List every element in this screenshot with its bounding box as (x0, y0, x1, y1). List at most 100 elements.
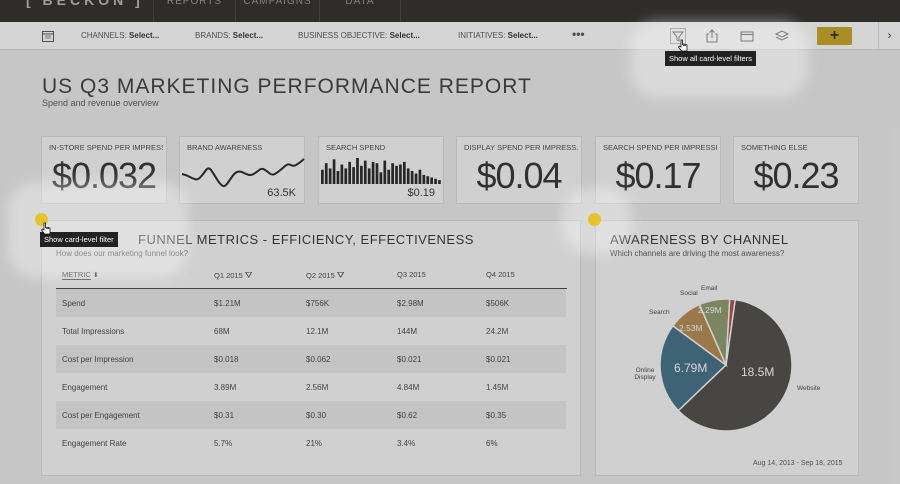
kpi-label: IN-STORE SPEND PER IMPRESS... (49, 143, 163, 152)
table-row: Spend $1.21M $756K $2.98M $506K (56, 289, 566, 317)
kpi-value: $0.23 (753, 155, 839, 196)
filter-business-objective[interactable]: BUSINESS OBJECTIVE: Select... (298, 31, 420, 40)
kpi-value: $0.17 (615, 155, 701, 196)
logo: [ BECKON ] (26, 0, 144, 8)
kpi-label: SEARCH SPEND (326, 143, 386, 152)
kpi-card-display-spend[interactable]: DISPLAY SPEND PER IMPRESS... $0.04 (456, 136, 582, 204)
spark-bar (422, 174, 426, 184)
metric-value-cell: 24.2M (486, 327, 509, 336)
chevron-right-icon[interactable]: › (878, 22, 900, 50)
pie-value-label: 2.53M (679, 323, 703, 333)
pie-label: Search (649, 309, 670, 316)
metric-name-cell: Engagement Rate (62, 439, 127, 448)
pie-value-label: 18.5M (741, 365, 775, 379)
metric-value-cell: $2.98M (397, 299, 424, 308)
spark-bar (387, 169, 391, 184)
filter-icon[interactable]: ⛛ (336, 270, 345, 280)
spark-bar (383, 160, 387, 184)
date-range: Aug 14, 2013 - Sep 18, 2015 (753, 460, 843, 467)
spark-bar (438, 180, 441, 184)
cursor-hand-icon (677, 39, 688, 52)
spark-bar (348, 161, 352, 184)
spark-bar (332, 159, 336, 184)
more-filters-button[interactable]: ••• (572, 27, 585, 41)
kpi-card-brand-awareness[interactable]: BRAND AWARENESS 63.5K (179, 136, 305, 204)
column-header-metric[interactable]: METRIC ⬍ (62, 270, 99, 280)
column-header-q1[interactable]: Q1 2015 ⛛ (214, 270, 253, 280)
spark-bar (336, 171, 340, 184)
table-row: Engagement Rate 5.7% 21% 3.4% 6% (56, 429, 566, 457)
pie-value-label: 6.79M (674, 361, 708, 375)
metric-name-cell: Cost per Engagement (62, 411, 140, 420)
nav-tab-campaigns[interactable]: CAMPAIGNS (235, 0, 319, 22)
filter-channels[interactable]: CHANNELS: Select... (81, 31, 160, 40)
metric-value-cell: 3.4% (397, 439, 416, 448)
spark-bar (402, 161, 406, 184)
spark-bar (406, 168, 410, 184)
spark-bar (379, 172, 383, 184)
kpi-value: 63.5K (267, 187, 296, 199)
filter-brands[interactable]: BRANDS: Select... (195, 31, 264, 40)
nav-tab-reports[interactable]: REPORTS (153, 0, 235, 22)
kpi-card-instore-spend[interactable]: IN-STORE SPEND PER IMPRESS... $0.032 (41, 136, 167, 204)
spark-bar (352, 167, 355, 184)
metric-value-cell: $0.018 (214, 355, 239, 364)
add-button[interactable]: + (817, 27, 852, 45)
kpi-label: BRAND AWARENESS (187, 143, 263, 152)
window-icon[interactable] (739, 28, 755, 44)
pie-slice-email[interactable] (725, 298, 737, 366)
top-nav: [ BECKON ] REPORTS CAMPAIGNS DATA (0, 0, 900, 22)
spark-bar (363, 160, 367, 184)
funnel-card-subtitle: How does our marketing funnel look? (56, 249, 189, 258)
table-row: Engagement 3.89M 2.56M 4.84M 1.45M (56, 373, 566, 401)
metric-value-cell: 68M (214, 327, 230, 336)
page-subtitle: Spend and revenue overview (42, 98, 159, 108)
spark-bar (399, 164, 402, 184)
share-icon[interactable] (704, 28, 720, 44)
column-header-q4[interactable]: Q4 2015 (486, 270, 515, 279)
metric-value-cell: $0.30 (306, 411, 327, 420)
card-filter-tooltip: Show card-level filter (40, 232, 118, 247)
sort-icon[interactable]: ⬍ (92, 272, 99, 279)
pie-slice-website[interactable] (677, 298, 793, 432)
awareness-card-subtitle: Which channels are driving the most awar… (610, 249, 785, 258)
metric-value-cell: $0.31 (214, 411, 235, 420)
spark-bar (434, 178, 437, 184)
pie-label: Social (680, 290, 698, 297)
filter-icon[interactable]: ⛛ (244, 270, 253, 280)
filter-initiatives[interactable]: INITIATIVES: Select... (458, 31, 538, 40)
metric-value-cell: $0.062 (306, 355, 331, 364)
pie-slice-online-display[interactable] (659, 324, 728, 412)
layers-icon[interactable] (774, 28, 790, 44)
nav-tab-data[interactable]: DATA (319, 0, 401, 22)
metric-value-cell: 144M (397, 327, 418, 336)
metric-value-cell: $0.021 (397, 355, 422, 364)
spark-bar (395, 165, 398, 184)
spark-bar (375, 163, 379, 184)
metric-value-cell: 3.89M (214, 383, 237, 392)
awareness-pie-chart (659, 298, 793, 432)
kpi-card-something-else[interactable]: SOMETHING ELSE $0.23 (733, 136, 859, 204)
card-filter-funnel-icon[interactable] (588, 213, 601, 226)
kpi-label: DISPLAY SPEND PER IMPRESS... (464, 143, 578, 152)
spark-bar (344, 168, 348, 184)
kpi-card-search-spend[interactable]: SEARCH SPEND $0.19 (318, 136, 444, 204)
metric-value-cell: 21% (306, 439, 323, 448)
column-header-q2[interactable]: Q2 2015 ⛛ (306, 270, 345, 280)
metric-value-cell: 6% (486, 439, 498, 448)
kpi-card-search-spend-per-impression[interactable]: SEARCH SPEND PER IMPRESSI... $0.17 (595, 136, 721, 204)
kpi-value: $0.04 (476, 155, 562, 196)
column-header-q3[interactable]: Q3 2015 (397, 270, 426, 279)
spark-bar (367, 168, 371, 184)
spark-bar (321, 169, 324, 184)
metric-value-cell: $506K (486, 299, 510, 308)
calendar-icon[interactable] (42, 30, 54, 42)
table-row: Cost per Impression $0.018 $0.062 $0.021 $0.… (56, 345, 566, 373)
metric-value-cell: $0.35 (486, 411, 507, 420)
pie-value-label: 2.29M (698, 305, 722, 315)
metric-value-cell: $0.021 (486, 355, 511, 364)
funnel-card-title: FUNNEL METRICS - EFFICIENCY, EFFECTIVENE… (138, 232, 474, 247)
metric-name-cell: Cost per Impression (62, 355, 134, 364)
metric-name-cell: Engagement (62, 383, 108, 392)
metric-value-cell: $1.21M (214, 299, 241, 308)
